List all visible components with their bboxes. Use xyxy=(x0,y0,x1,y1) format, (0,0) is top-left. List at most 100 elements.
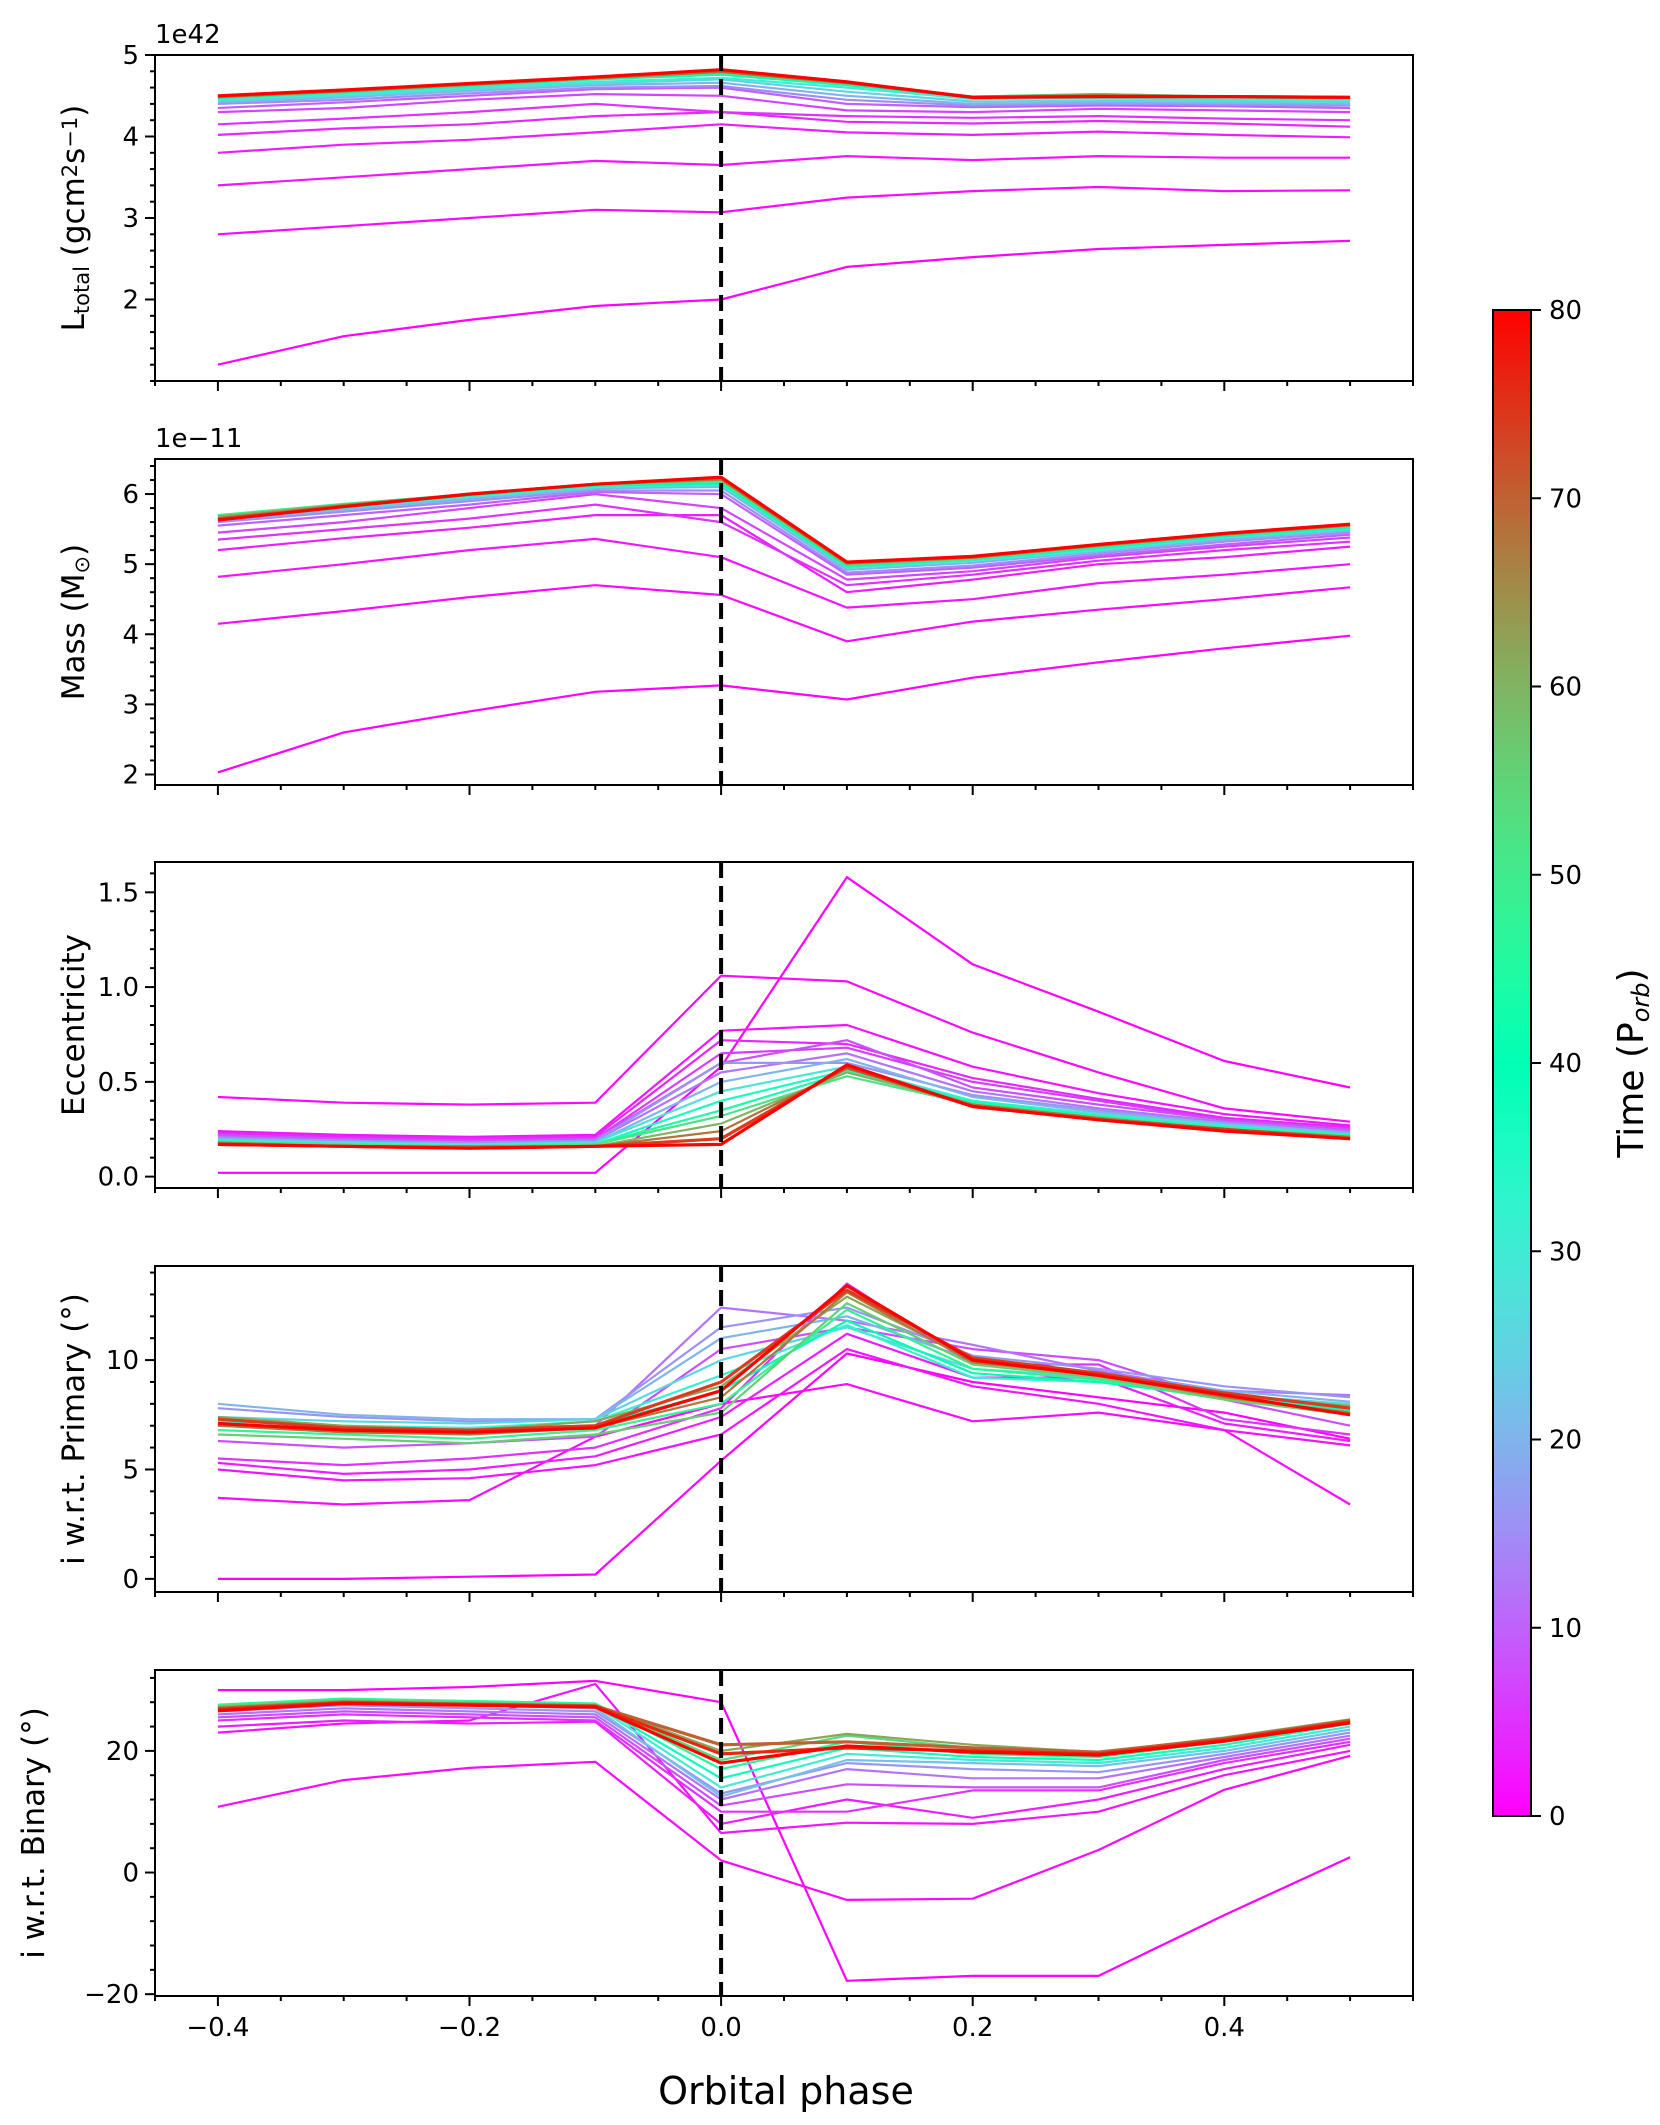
colorbar-tick-label: 70 xyxy=(1549,484,1582,514)
eccentricity-series-line-t28 xyxy=(217,1065,1351,1146)
luminosity-series-line-t10 xyxy=(217,86,1351,110)
inclination-primary-series-line-t80 xyxy=(217,1284,1351,1434)
inclination-binary-series-line-t5 xyxy=(217,1713,1351,1813)
inclination-primary-series-line-t20 xyxy=(217,1315,1351,1421)
luminosity-y-tick-label: 3 xyxy=(122,204,139,234)
inclination-binary-y-tick-label: 20 xyxy=(106,1737,139,1767)
inclination-binary-y-tick-label: −20 xyxy=(84,1980,139,2010)
colorbar-tick-label: 60 xyxy=(1549,673,1582,703)
colorbar-tick-label: 0 xyxy=(1549,1802,1566,1832)
mass-series-line-t30 xyxy=(217,483,1351,569)
inclination-primary-series-line-t56 xyxy=(217,1302,1351,1445)
luminosity-y-axis-label: Ltotal (gcm2s−1) xyxy=(56,105,94,332)
colorbar-tick-label: 40 xyxy=(1549,1049,1582,1079)
eccentricity-series-line-t0 xyxy=(217,876,1351,1174)
mass-y-tick-label: 6 xyxy=(122,480,139,510)
mass-y-tick-label: 2 xyxy=(122,760,139,790)
x-axis-label: Orbital phase xyxy=(658,2069,914,2113)
panel-mass: 2 3 4 5 6 1e−11 Mass (M⊙) xyxy=(56,424,1414,795)
inclination-primary-series-line-t2 xyxy=(217,1347,1351,1482)
colorbar-tick-label: 30 xyxy=(1549,1237,1582,1267)
colorbar-label: Time (Porb) xyxy=(1611,968,1655,1158)
eccentricity-y-tick-label: 1.5 xyxy=(98,878,139,908)
colorbar-tick-label: 50 xyxy=(1549,861,1582,891)
luminosity-series-line-t3 xyxy=(217,123,1351,154)
mass-series-line-t80 xyxy=(217,475,1351,564)
x-tick-label: −0.2 xyxy=(438,2013,501,2043)
inclination-binary-y-tick-label: 0 xyxy=(122,1859,139,1889)
inclination-binary-series-line-t0 xyxy=(217,1679,1351,1982)
mass-y-axis-label: Mass (M⊙) xyxy=(56,544,94,700)
colorbar-gradient xyxy=(1492,309,1532,1817)
inclination-binary-series-line-t1 xyxy=(217,1754,1351,1902)
inclination-primary-y-axis-label: i w.r.t. Primary (°) xyxy=(56,1293,92,1565)
eccentricity-series-line-t2 xyxy=(217,1023,1351,1138)
inclination-binary-axes-frame xyxy=(154,1669,1414,1997)
colorbar: 0 10 20 30 40 50 60 70 80 Time (Porb) xyxy=(1492,296,1655,1832)
mass-series-group xyxy=(217,475,1351,774)
mass-offset-text: 1e−11 xyxy=(155,424,242,454)
mass-series-line-t1 xyxy=(217,584,1351,643)
eccentricity-series-line-t4 xyxy=(217,1039,1351,1140)
luminosity-series-line-t5 xyxy=(217,102,1351,126)
inclination-primary-series-line-t12 xyxy=(217,1306,1351,1432)
panel-inclination-primary: 0 5 10 i w.r.t. Primary (°) xyxy=(56,1265,1414,1602)
luminosity-series-line-t7 xyxy=(217,92,1351,114)
luminosity-series-line-t4 xyxy=(217,110,1351,136)
eccentricity-series-line-t1 xyxy=(217,974,1351,1123)
inclination-primary-series-group xyxy=(217,1282,1351,1581)
inclination-primary-series-line-t3 xyxy=(217,1332,1351,1476)
x-tick-label: 0.4 xyxy=(1204,2013,1245,2043)
inclination-primary-y-tick-label: 10 xyxy=(106,1346,139,1376)
eccentricity-y-axis-label: Eccentricity xyxy=(56,934,92,1116)
panels-group: 2 3 4 5 1e42 Ltotal (gcm2s−1) 2 3 4 5 6 1e−11 Mass (… xyxy=(16,20,1414,2043)
inclination-binary-y-axis-label: i w.r.t. Binary (°) xyxy=(16,1707,52,1959)
luminosity-y-tick-label: 5 xyxy=(122,41,139,71)
mass-series-line-t15 xyxy=(217,489,1351,574)
mass-y-tick-label: 3 xyxy=(122,690,139,720)
mass-series-line-t20 xyxy=(217,485,1351,571)
luminosity-offset-text: 1e42 xyxy=(155,20,221,50)
inclination-binary-series-group xyxy=(217,1679,1351,1982)
inclination-primary-y-tick-label: 5 xyxy=(122,1455,139,1485)
colorbar-tick-label: 10 xyxy=(1549,1614,1582,1644)
inclination-primary-y-tick-label: 0 xyxy=(122,1565,139,1595)
inclination-primary-series-line-t16 xyxy=(217,1306,1351,1423)
eccentricity-series-line-t8 xyxy=(217,1039,1351,1142)
mass-series-line-t0 xyxy=(217,634,1351,774)
eccentricity-y-tick-label: 0.0 xyxy=(98,1163,139,1193)
x-tick-label: 0.0 xyxy=(700,2013,741,2043)
mass-series-line-t10 xyxy=(217,490,1351,576)
mass-series-line-t5 xyxy=(217,503,1351,587)
eccentricity-series-line-t80 xyxy=(217,1063,1351,1150)
luminosity-y-tick-label: 2 xyxy=(122,286,139,316)
luminosity-y-tick-label: 4 xyxy=(122,123,139,153)
eccentricity-y-tick-label: 0.5 xyxy=(98,1068,139,1098)
luminosity-series-line-t0 xyxy=(217,239,1351,366)
mass-series-line-t2 xyxy=(217,537,1351,609)
mass-y-tick-label: 4 xyxy=(122,620,139,650)
luminosity-series-line-t20 xyxy=(217,81,1351,106)
colorbar-tick-label: 20 xyxy=(1549,1426,1582,1456)
x-tick-label: −0.4 xyxy=(186,2013,249,2043)
inclination-binary-series-line-t12 xyxy=(217,1707,1351,1801)
panel-inclination-binary: −20 0 20 −0.4 −0.2 0.0 0.2 0.4 i w.r.t. Binary (… xyxy=(16,1669,1414,2043)
luminosity-series-line-t80 xyxy=(217,68,1351,100)
luminosity-series-line-t25 xyxy=(217,78,1351,104)
luminosity-series-line-t1 xyxy=(217,185,1351,236)
eccentricity-series-group xyxy=(217,876,1351,1174)
inclination-primary-series-line-t74 xyxy=(217,1288,1351,1432)
inclination-binary-series-line-t8 xyxy=(217,1710,1351,1807)
luminosity-series-line-t30 xyxy=(217,76,1351,102)
mass-series-line-t7 xyxy=(217,493,1351,581)
panel-luminosity: 2 3 4 5 1e42 Ltotal (gcm2s−1) xyxy=(56,20,1414,391)
luminosity-series-group xyxy=(217,68,1351,366)
inclination-primary-series-line-t0 xyxy=(217,1352,1351,1581)
luminosity-series-line-t15 xyxy=(217,84,1351,107)
inclination-primary-series-line-t1 xyxy=(217,1382,1351,1506)
x-tick-label: 0.2 xyxy=(952,2013,993,2043)
eccentricity-y-tick-label: 1.0 xyxy=(98,973,139,1003)
luminosity-series-line-t2 xyxy=(217,155,1351,187)
